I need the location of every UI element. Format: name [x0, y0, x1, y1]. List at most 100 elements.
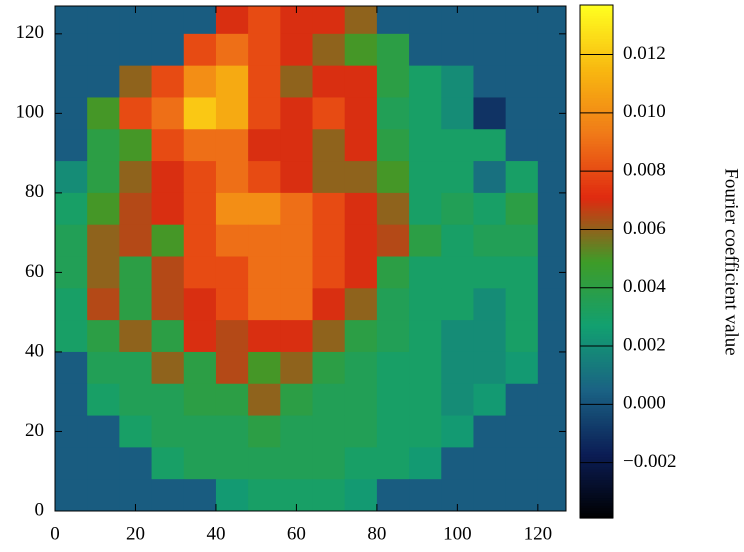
- colorbar-swatch: [580, 135, 613, 139]
- colorbar-swatch: [580, 325, 613, 329]
- heatmap-cell: [473, 6, 507, 35]
- heatmap-cell: [473, 192, 507, 226]
- colorbar-swatch: [580, 5, 613, 9]
- heatmap-cell: [119, 320, 153, 353]
- colorbar-frame: [579, 4, 614, 519]
- colorbar-swatch: [580, 333, 613, 337]
- x-tick-label: 40: [206, 523, 225, 544]
- heatmap-cell: [505, 6, 539, 35]
- heatmap-cell: [248, 256, 281, 289]
- heatmap-cell: [183, 479, 217, 511]
- colorbar-swatch: [580, 33, 613, 37]
- heatmap-cell: [441, 288, 474, 321]
- heatmap-cell: [473, 288, 507, 321]
- heatmap-cell: [441, 33, 474, 67]
- heatmap-cell: [119, 33, 153, 67]
- colorbar-swatch: [580, 310, 613, 314]
- colorbar-swatch: [580, 189, 613, 193]
- colorbar-swatch: [580, 38, 613, 42]
- colorbar-swatch: [580, 443, 613, 447]
- colorbar-swatch: [580, 392, 613, 396]
- colorbar-swatch: [580, 253, 613, 257]
- colorbar-swatch: [580, 264, 613, 268]
- heatmap-cell: [376, 415, 410, 448]
- colorbar-swatch: [580, 343, 613, 347]
- heatmap-cell: [441, 415, 474, 448]
- colorbar-swatch: [580, 387, 613, 391]
- heatmap-cell: [312, 224, 346, 258]
- heatmap-cell: [409, 6, 442, 35]
- colorbar-swatch: [580, 502, 613, 506]
- heatmap-cell: [280, 447, 314, 480]
- colorbar-swatch: [580, 299, 613, 304]
- heatmap-cell: [537, 383, 566, 417]
- x-tick-label: 0: [50, 523, 60, 544]
- heatmap-cell: [344, 224, 378, 258]
- heatmap-cell: [473, 129, 507, 162]
- heatmap-cell: [312, 33, 346, 67]
- colorbar-swatch: [580, 494, 613, 499]
- heatmap-cell: [215, 192, 249, 226]
- heatmap-cell: [151, 65, 185, 98]
- colorbar-swatch: [580, 192, 613, 196]
- heatmap-cell: [409, 351, 442, 385]
- heatmap-cell: [409, 224, 442, 258]
- heatmap-cell: [312, 161, 346, 194]
- heatmap-cell: [119, 383, 153, 417]
- heatmap-cell: [55, 383, 88, 417]
- colorbar-swatch: [580, 69, 613, 73]
- heatmap-cell: [280, 33, 314, 67]
- colorbar-swatch: [580, 223, 613, 227]
- colorbar-swatch: [580, 117, 613, 122]
- heatmap-cell: [87, 479, 120, 511]
- heatmap-cell: [248, 320, 281, 353]
- colorbar-swatch: [580, 500, 613, 504]
- colorbar-swatch: [580, 438, 613, 442]
- colorbar-swatch: [580, 81, 613, 86]
- colorbar-swatch: [580, 464, 613, 468]
- colorbar-swatch: [580, 25, 613, 29]
- heatmap-cell: [280, 320, 314, 353]
- heatmap-cell: [151, 224, 185, 258]
- heatmap-cell: [280, 192, 314, 226]
- heatmap-cell: [151, 192, 185, 226]
- heatmap-cell: [505, 161, 539, 194]
- heatmap-cell: [119, 288, 153, 321]
- heatmap-cell: [183, 320, 217, 353]
- colorbar-swatch: [580, 489, 613, 493]
- colorbar-swatch: [580, 405, 613, 409]
- heatmap-cell: [441, 129, 474, 162]
- colorbar-swatch: [580, 171, 613, 175]
- y-tick-label: 20: [25, 420, 44, 441]
- colorbar-swatch: [580, 294, 613, 299]
- heatmap-cell: [344, 129, 378, 162]
- heatmap-cell: [505, 479, 539, 511]
- colorbar-swatch: [580, 28, 613, 32]
- y-tick-label: 40: [25, 340, 44, 361]
- heatmap-cell: [280, 288, 314, 321]
- heatmap-cell: [215, 256, 249, 289]
- colorbar-swatch: [580, 97, 613, 101]
- colorbar-swatch: [580, 112, 613, 116]
- colorbar-swatch: [580, 158, 613, 163]
- colorbar-swatch: [580, 274, 613, 278]
- heatmap-cell: [473, 415, 507, 448]
- heatmap-cell: [344, 447, 378, 480]
- heatmap-cell: [312, 479, 346, 511]
- heatmap-cell: [248, 383, 281, 417]
- colorbar-swatch: [580, 140, 613, 145]
- heatmap-cell: [87, 351, 120, 385]
- x-tick-label: 60: [287, 523, 306, 544]
- colorbar-swatch: [580, 371, 613, 375]
- heatmap-cell: [119, 161, 153, 194]
- heatmap-cell: [87, 256, 120, 289]
- heatmap-cell: [55, 129, 88, 162]
- heatmap-cell: [473, 224, 507, 258]
- heatmap-cell: [312, 256, 346, 289]
- heatmap-cell: [312, 320, 346, 353]
- colorbar-swatch: [580, 356, 613, 360]
- colorbar-swatch: [580, 43, 613, 47]
- heatmap-cell: [441, 351, 474, 385]
- colorbar-swatch: [580, 48, 613, 52]
